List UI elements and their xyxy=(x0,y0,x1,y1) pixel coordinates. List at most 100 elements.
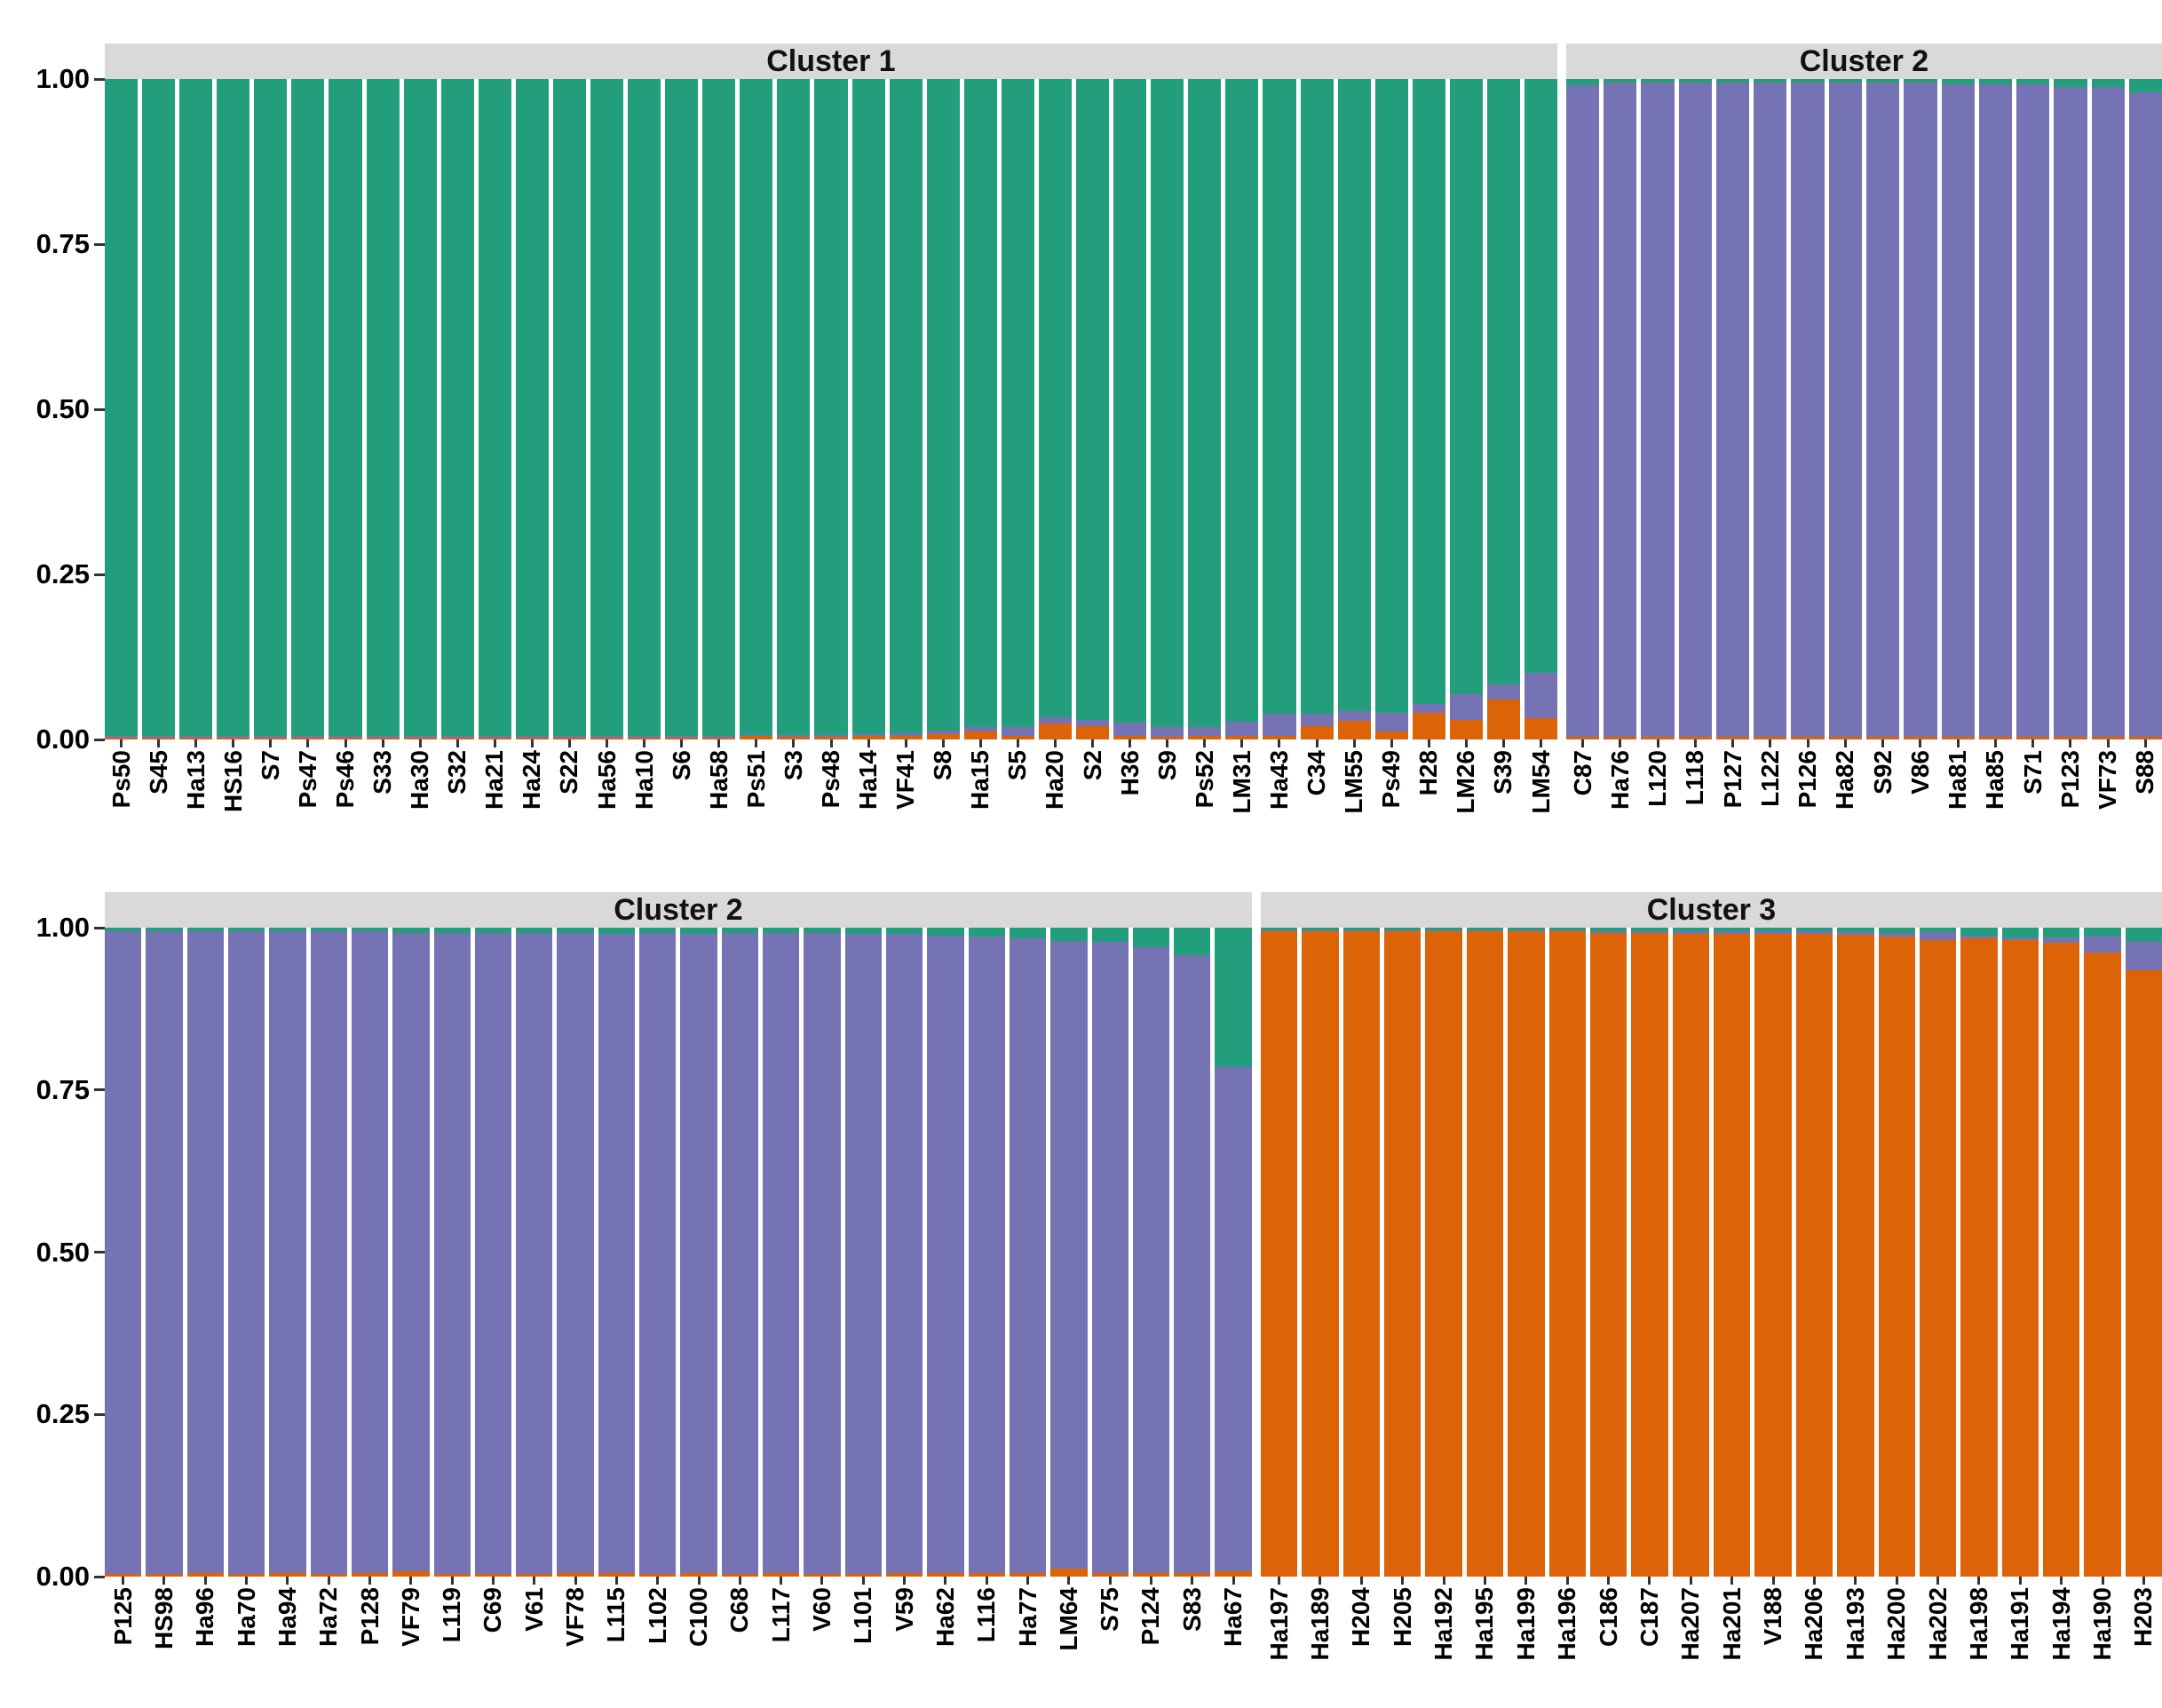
x-axis-label: LM31 xyxy=(1227,750,1255,814)
x-axis-label-cell: Ha194 xyxy=(2043,1577,2079,1708)
segment-orange xyxy=(227,1574,265,1577)
segment-purple xyxy=(1548,929,1586,932)
segment-orange xyxy=(628,737,661,739)
segment-green xyxy=(269,928,306,932)
x-axis-label: Ha202 xyxy=(1923,1587,1952,1661)
bar-Ha30 xyxy=(403,79,437,739)
x-axis-tick-mark xyxy=(829,739,833,747)
segment-purple xyxy=(889,732,923,736)
y-axis-tick: 0.50 xyxy=(36,393,105,425)
segment-green xyxy=(740,79,773,735)
bar-L116 xyxy=(968,928,1005,1577)
y-axis-tick-mark xyxy=(94,1412,105,1416)
bar-VF79 xyxy=(392,928,430,1577)
bar-Ps51 xyxy=(740,79,773,739)
bar-Ha58 xyxy=(702,79,736,739)
x-axis-label: Ha207 xyxy=(1676,1587,1705,1661)
x-axis-label-cell: Ha70 xyxy=(228,1577,265,1708)
x-axis-label-cell: Ha200 xyxy=(1879,1577,1915,1708)
x-axis-label: Ps47 xyxy=(293,750,321,809)
x-axis-tick-mark xyxy=(1730,1577,1734,1585)
x-axis-tick-mark xyxy=(344,739,347,747)
segment-green xyxy=(1678,79,1712,83)
segment-purple xyxy=(516,932,553,1575)
y-axis-tick-mark xyxy=(94,242,105,246)
x-axis-label: VF41 xyxy=(891,750,920,810)
segment-green xyxy=(440,79,474,737)
x-axis-tick-mark xyxy=(574,1577,577,1585)
x-axis-label-cell: Ha198 xyxy=(1960,1577,1997,1708)
x-axis-label-cell: Ha94 xyxy=(269,1577,305,1708)
x-axis-tick-mark xyxy=(269,739,273,747)
segment-purple xyxy=(557,932,594,1573)
x-axis-label: S8 xyxy=(929,750,957,781)
segment-purple xyxy=(777,734,811,738)
x-axis-label: Ha20 xyxy=(1041,750,1069,810)
segment-purple xyxy=(721,932,758,1575)
segment-orange xyxy=(1960,937,1998,1577)
bar-Ha201 xyxy=(1714,928,1751,1577)
x-axis-tick-mark xyxy=(2018,1577,2022,1585)
x-axis-label-cell: Ha195 xyxy=(1467,1577,1503,1708)
segment-purple xyxy=(1174,954,1211,1573)
segment-purple xyxy=(1384,929,1422,932)
x-axis-label: S5 xyxy=(1003,750,1032,781)
segment-green xyxy=(639,928,677,933)
segment-orange xyxy=(1978,737,2013,739)
segment-green xyxy=(926,79,960,731)
segment-orange xyxy=(1151,737,1184,739)
x-axis-label: S33 xyxy=(368,750,397,795)
x-axis-label: L117 xyxy=(766,1587,795,1643)
facet-strip: Cluster 1 xyxy=(105,43,1557,79)
segment-purple xyxy=(763,932,800,1573)
segment-orange xyxy=(2016,737,2050,739)
bar-Ha202 xyxy=(1919,928,1957,1577)
x-axis-label: VF78 xyxy=(561,1587,590,1647)
x-axis-label: Ha195 xyxy=(1470,1587,1499,1661)
bar-S92 xyxy=(1866,79,1900,739)
x-axis-label: Ha67 xyxy=(1219,1587,1247,1647)
x-axis-label-cell: S92 xyxy=(1866,739,1899,879)
x-axis-label: LM26 xyxy=(1452,750,1480,814)
x-axis-tick-mark xyxy=(1881,739,1885,747)
x-axis-label-cell: S7 xyxy=(254,739,287,879)
segment-purple xyxy=(1714,931,1751,935)
segment-purple xyxy=(217,736,250,738)
segment-green xyxy=(763,928,800,933)
x-axis-label-cell: H36 xyxy=(1113,739,1146,879)
segment-green xyxy=(329,79,362,737)
x-axis-label-cell: Ha199 xyxy=(1508,1577,1544,1708)
bar-Ha194 xyxy=(2043,928,2080,1577)
bar-Ha14 xyxy=(851,79,885,739)
segment-orange xyxy=(814,737,848,739)
x-axis-label-cell: Ha201 xyxy=(1714,1577,1750,1708)
bar-P127 xyxy=(1715,79,1750,739)
bar-L119 xyxy=(433,928,471,1577)
x-axis-tick-mark xyxy=(697,1577,701,1585)
y-axis-row-2: 1.00 0.75 0.50 0.25 0.00 xyxy=(0,892,105,1592)
segment-orange xyxy=(351,1572,389,1578)
bar-Ha13 xyxy=(179,79,213,739)
x-axis-tick-mark xyxy=(1607,1577,1611,1585)
segment-green xyxy=(1919,928,1957,933)
x-axis-tick-mark xyxy=(1240,739,1244,747)
segment-green xyxy=(680,928,717,935)
y-axis-tick-mark xyxy=(94,1575,105,1578)
bar-Ha56 xyxy=(590,79,624,739)
x-axis-label-cell: S83 xyxy=(1174,1577,1210,1708)
x-axis-label: P128 xyxy=(355,1587,384,1646)
bar-S45 xyxy=(142,79,176,739)
x-axis-label: H204 xyxy=(1347,1587,1375,1647)
x-axis-tick-mark xyxy=(861,1577,865,1585)
x-axis-label: LM55 xyxy=(1340,750,1368,814)
segment-green xyxy=(105,928,142,932)
segment-purple xyxy=(1009,937,1047,1573)
x-axis-tick-mark xyxy=(1278,1577,1281,1585)
segment-green xyxy=(1754,928,1792,932)
x-axis-tick-mark xyxy=(493,739,496,747)
segment-orange xyxy=(1548,931,1586,1577)
x-axis-tick-mark xyxy=(491,1577,495,1585)
segment-orange xyxy=(2125,970,2162,1577)
segment-purple xyxy=(702,736,736,738)
x-axis-tick-mark xyxy=(455,739,459,747)
